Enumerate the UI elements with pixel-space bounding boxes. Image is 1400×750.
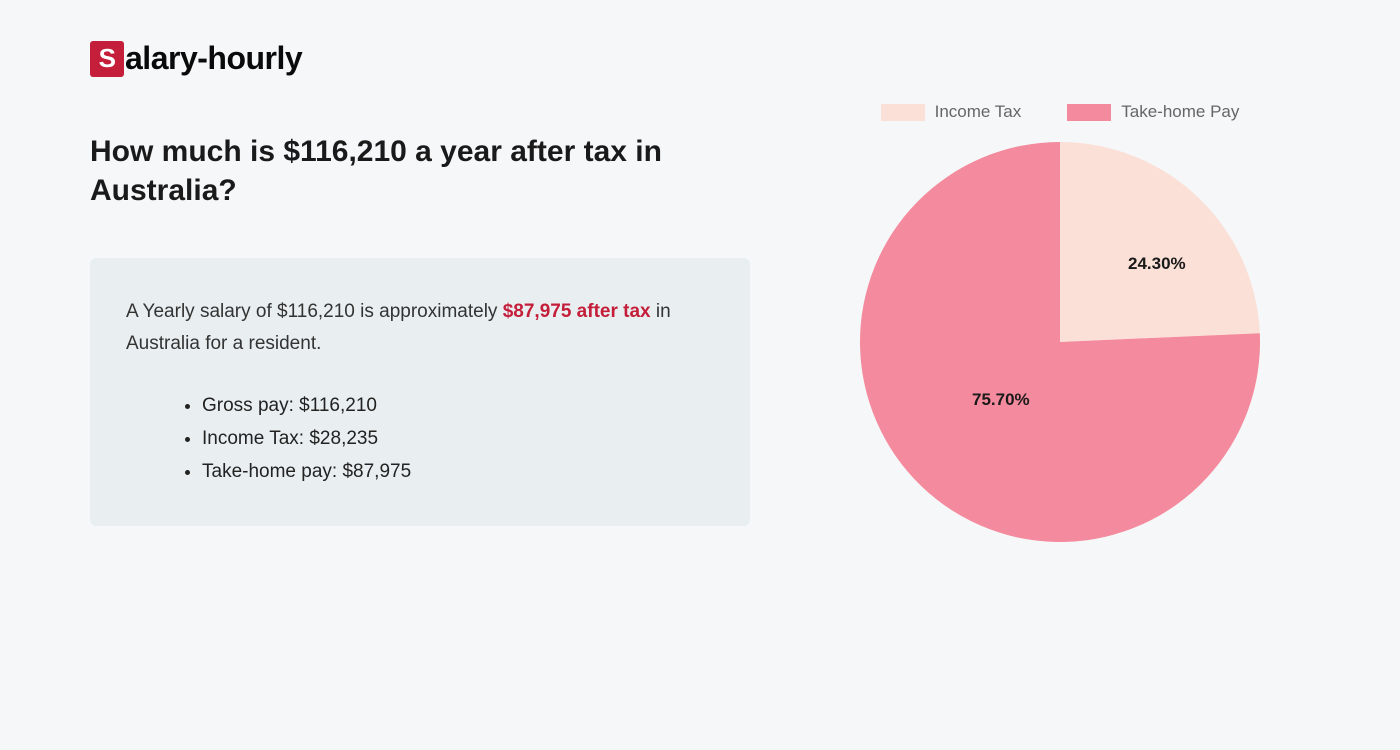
right-column: Income Tax Take-home Pay 24.30% 75.70% [810,102,1310,710]
pie-slice [1060,142,1260,342]
breakdown-list: Gross pay: $116,210 Income Tax: $28,235 … [126,389,714,489]
list-item: Gross pay: $116,210 [202,389,714,422]
pie-slice-label: 24.30% [1128,254,1186,274]
page-root: Salary-hourly How much is $116,210 a yea… [0,0,1400,750]
content-row: How much is $116,210 a year after tax in… [90,132,1310,710]
summary-text: A Yearly salary of $116,210 is approxima… [126,296,714,361]
legend-swatch [881,104,925,121]
logo-text: alary-hourly [125,40,302,77]
summary-prefix: A Yearly salary of $116,210 is approxima… [126,301,503,322]
legend-label: Income Tax [935,102,1022,122]
legend-swatch [1067,104,1111,121]
pie-slice-label: 75.70% [972,390,1030,410]
pie-chart: 24.30% 75.70% [860,142,1260,542]
page-title: How much is $116,210 a year after tax in… [90,132,750,210]
legend-item-take-home: Take-home Pay [1067,102,1239,122]
legend-label: Take-home Pay [1121,102,1239,122]
logo-badge: S [90,41,124,77]
info-box: A Yearly salary of $116,210 is approxima… [90,258,750,526]
list-item: Take-home pay: $87,975 [202,455,714,488]
logo: Salary-hourly [90,40,1310,77]
left-column: How much is $116,210 a year after tax in… [90,132,750,710]
legend-item-income-tax: Income Tax [881,102,1022,122]
list-item: Income Tax: $28,235 [202,422,714,455]
summary-highlight: $87,975 after tax [503,301,651,322]
chart-legend: Income Tax Take-home Pay [881,102,1240,122]
